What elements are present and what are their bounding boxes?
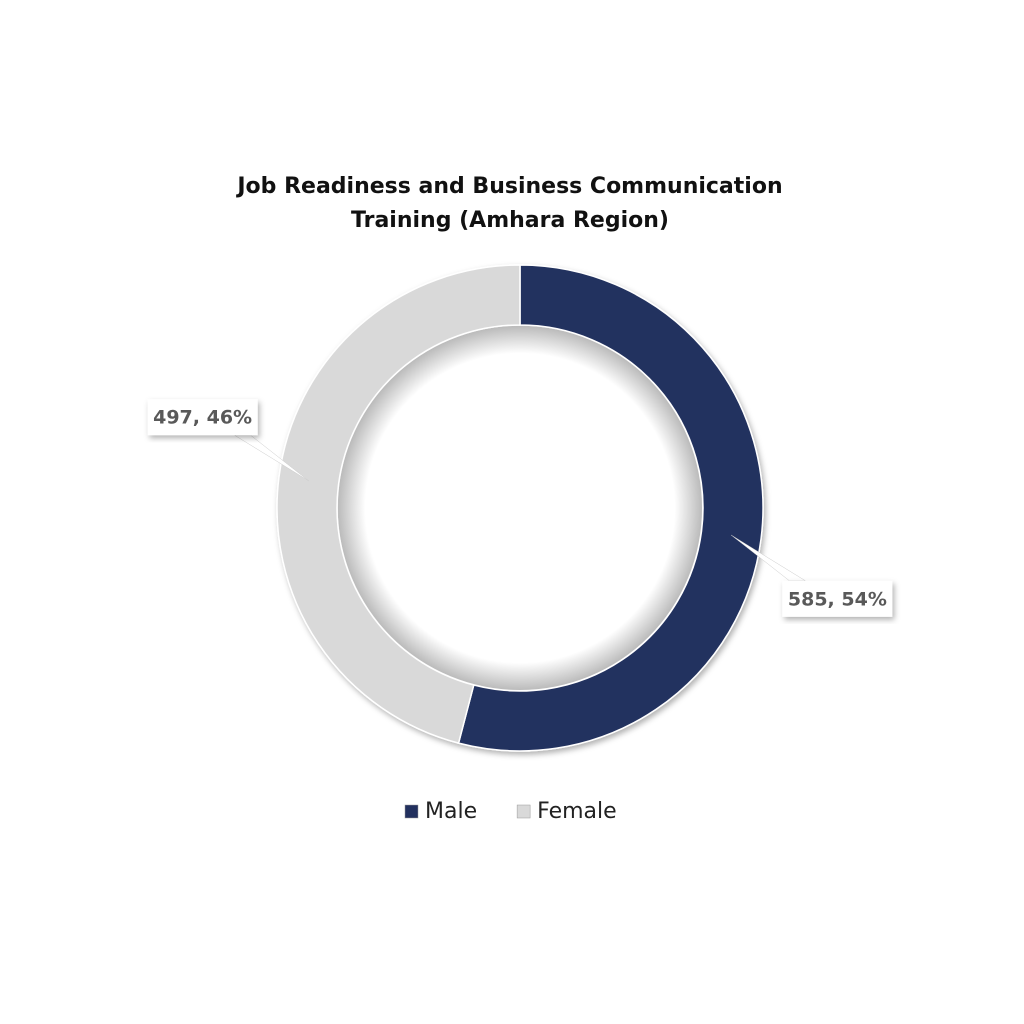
data-label: 497, 46%: [153, 407, 252, 429]
data-label: 585, 54%: [788, 588, 887, 610]
label-box: [782, 580, 893, 617]
legend-label: Male: [425, 799, 477, 824]
legend-swatch: [404, 804, 419, 819]
legend-swatch: [516, 804, 531, 819]
donut-hole: [338, 326, 702, 690]
donut-slice: [276, 264, 521, 745]
chart-title: Job Readiness and Business Communication…: [237, 174, 783, 233]
donut: [276, 264, 764, 752]
legend-label: Female: [537, 799, 617, 824]
label-box: [147, 399, 258, 436]
donut-slice: [457, 264, 764, 752]
